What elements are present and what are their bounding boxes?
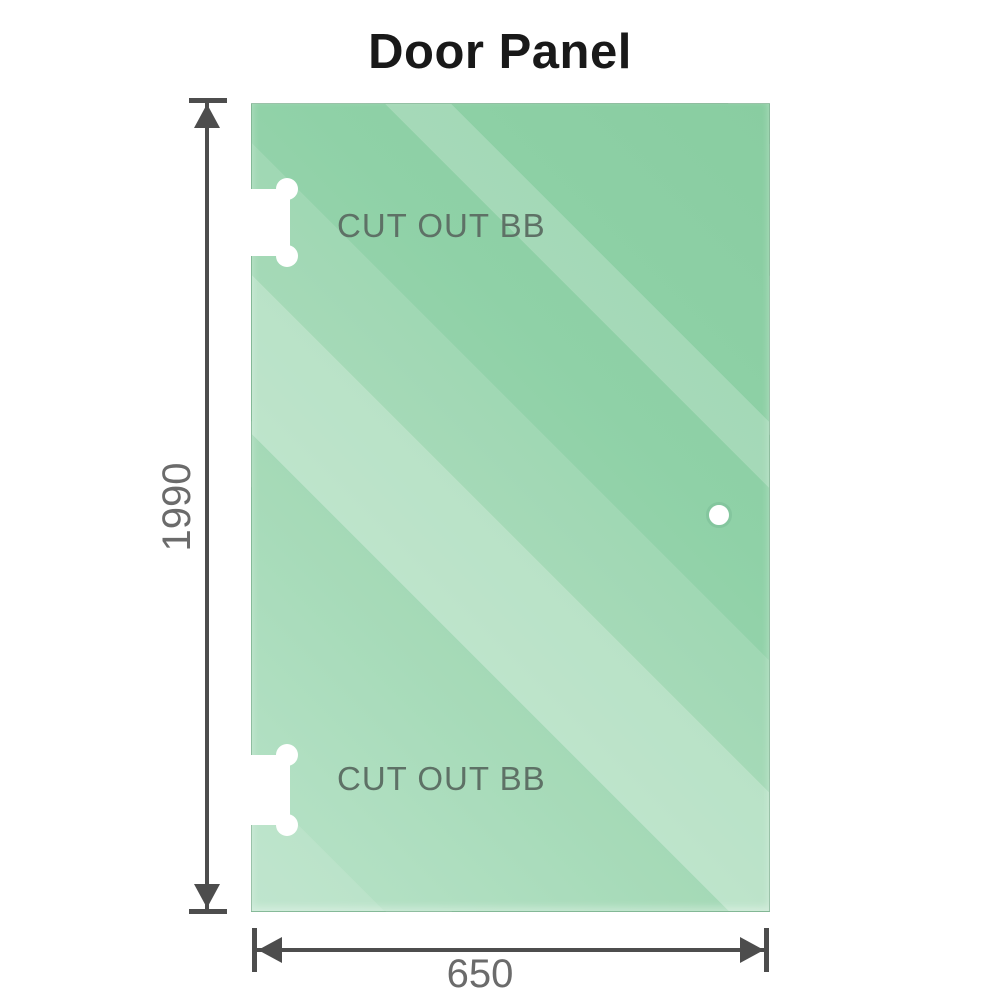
handle-hole-icon <box>706 502 732 528</box>
arrow-up-icon <box>194 104 220 128</box>
hinge-cutout-top-notch <box>250 189 290 256</box>
width-dimension-value: 650 <box>446 952 514 996</box>
glass-panel <box>250 103 770 912</box>
arrow-down-icon <box>194 884 220 908</box>
width-dimension-line <box>257 948 765 952</box>
page-title: Door Panel <box>368 25 632 79</box>
dimension-end-tick <box>252 928 257 972</box>
hinge-cutout-bottom-notch <box>250 755 290 825</box>
dimension-end-tick <box>764 928 769 972</box>
cutout-top-label: CUT OUT BB <box>337 207 546 244</box>
dimension-end-tick <box>189 909 227 914</box>
height-dimension-value: 1990 <box>155 462 199 552</box>
arrow-right-icon <box>740 937 764 963</box>
arrow-left-icon <box>258 937 282 963</box>
dimension-end-tick <box>189 98 227 103</box>
height-dimension-line <box>205 102 209 910</box>
cutout-bottom-label: CUT OUT BB <box>337 760 546 797</box>
